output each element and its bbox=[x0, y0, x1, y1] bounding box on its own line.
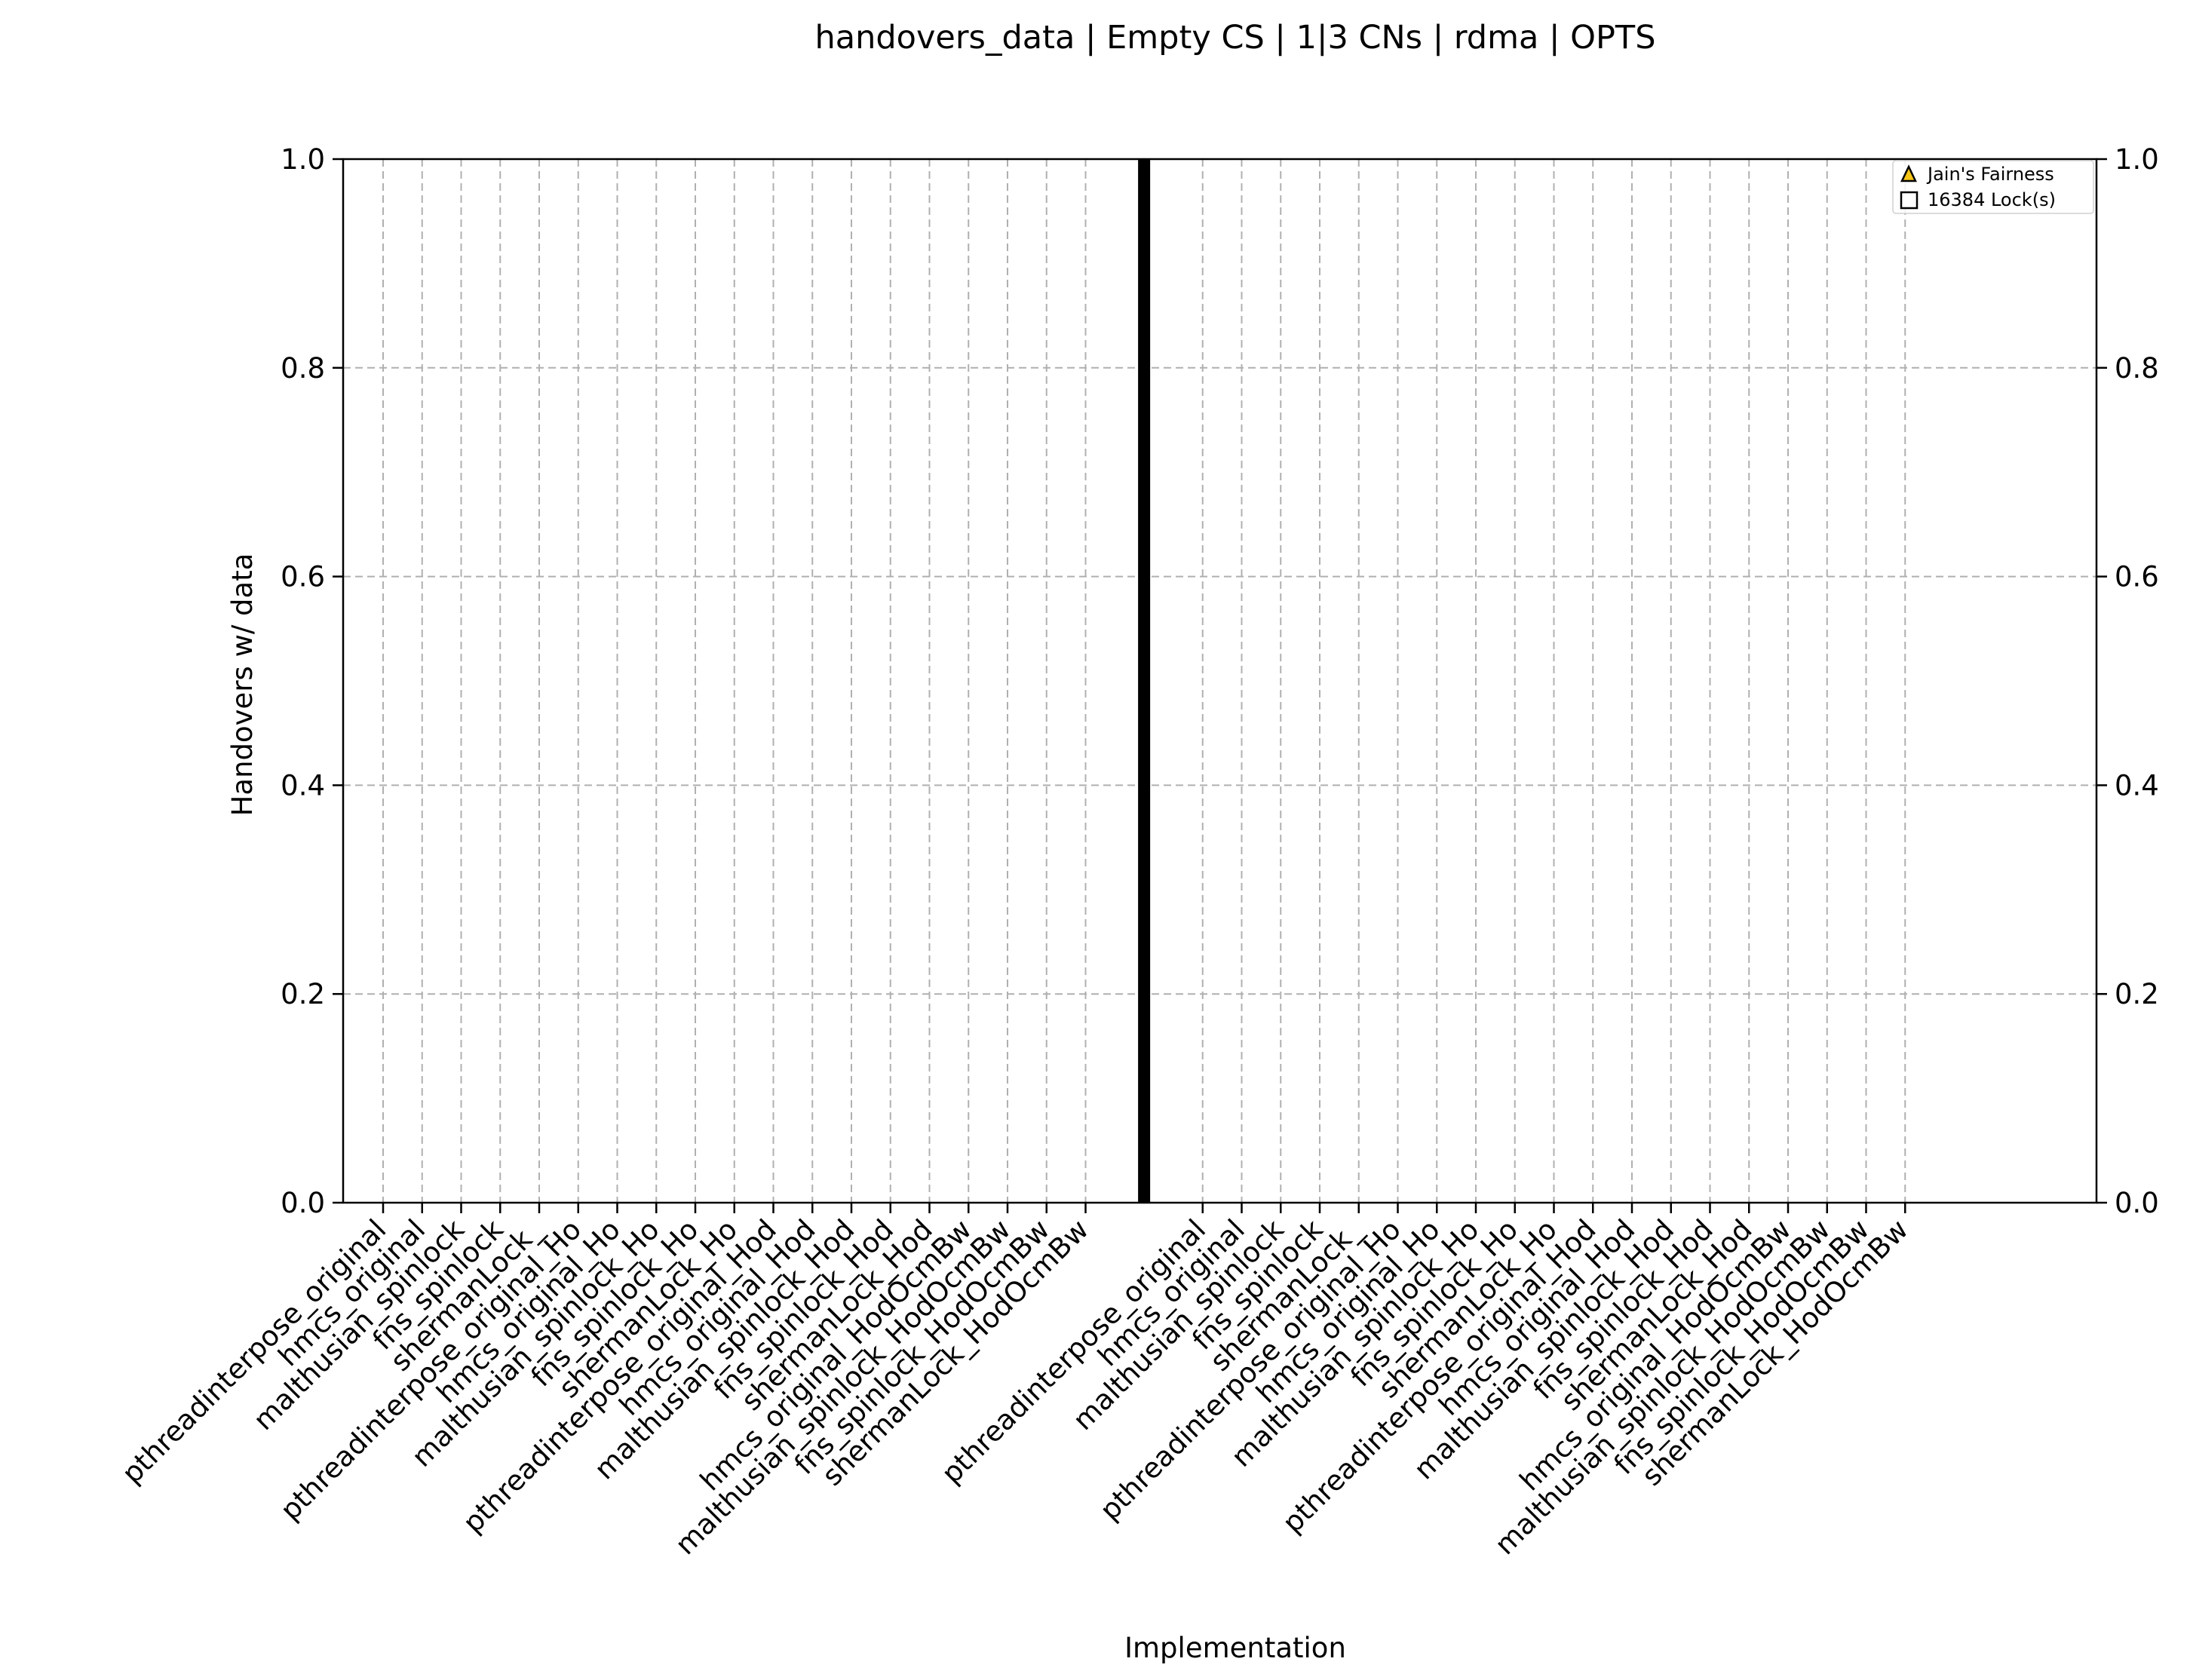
legend: Jain's Fairness 16384 Lock(s) bbox=[1892, 160, 2094, 214]
y-ticks-right: 0.0 0.2 0.4 0.6 0.8 1.0 bbox=[2096, 143, 2159, 1219]
group-separator bbox=[1138, 159, 1151, 1203]
y-tick-label: 0.6 bbox=[281, 561, 325, 593]
y2-tick-label: 1.0 bbox=[2115, 143, 2159, 176]
legend-label: Jain's Fairness bbox=[1926, 164, 2054, 185]
y-tick-label: 1.0 bbox=[281, 143, 325, 176]
x-ticks: pthreadinterpose_originalhmcs_originalma… bbox=[115, 1203, 1915, 1561]
legend-marker-triangle bbox=[1900, 164, 1917, 182]
legend-label: 16384 Lock(s) bbox=[1928, 189, 2056, 210]
y2-tick-label: 0.0 bbox=[2115, 1187, 2159, 1219]
y-tick-label: 0.4 bbox=[281, 769, 325, 802]
y-tick-label: 0.0 bbox=[281, 1187, 325, 1219]
y2-tick-label: 0.6 bbox=[2115, 561, 2159, 593]
legend-box bbox=[1892, 160, 2094, 214]
plot-frame bbox=[342, 158, 2098, 1204]
y2-tick-label: 0.4 bbox=[2115, 769, 2159, 802]
x-axis-label: Implementation bbox=[1124, 1632, 1346, 1664]
y-tick-label: 0.2 bbox=[281, 978, 325, 1010]
axes bbox=[342, 158, 2098, 1204]
chart-title: handovers_data | Empty CS | 1|3 CNs | rd… bbox=[815, 19, 1656, 57]
y-axis-label: Handovers w/ data bbox=[226, 553, 259, 817]
y-ticks-left: 0.0 0.2 0.4 0.6 0.8 1.0 bbox=[281, 143, 343, 1219]
separator-bar bbox=[1138, 159, 1151, 1203]
y-tick-label: 0.8 bbox=[281, 352, 325, 385]
y2-tick-label: 0.2 bbox=[2115, 978, 2159, 1010]
legend-marker-square bbox=[1900, 191, 1919, 210]
grid-lines bbox=[343, 159, 2096, 1203]
y2-tick-label: 0.8 bbox=[2115, 352, 2159, 385]
